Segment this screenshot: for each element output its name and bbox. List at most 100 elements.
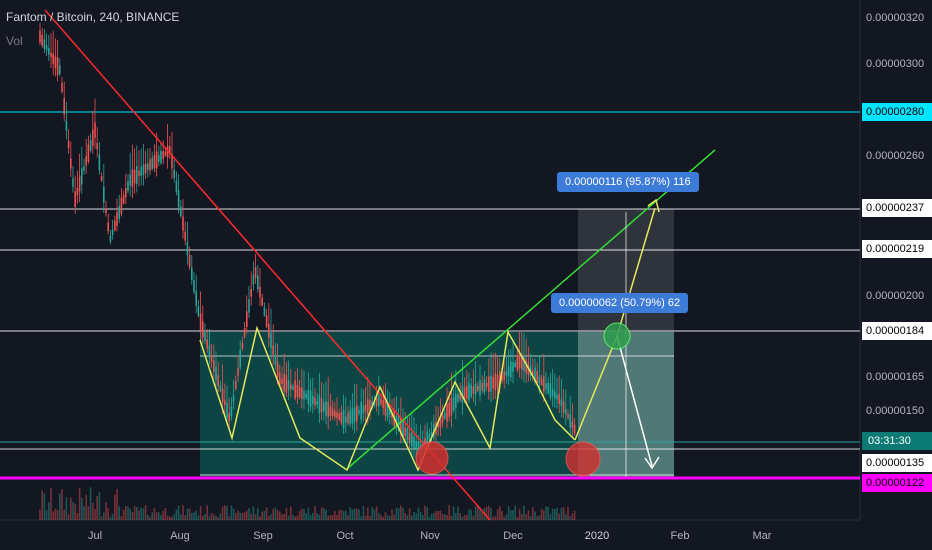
volume-bar bbox=[243, 512, 246, 520]
volume-bar bbox=[96, 496, 98, 520]
price-label-cyan-line[interactable]: 0.00000280 bbox=[862, 103, 932, 121]
candle-body bbox=[481, 383, 483, 391]
volume-bar bbox=[160, 515, 162, 520]
candle-body bbox=[125, 187, 127, 198]
candle-body bbox=[314, 397, 316, 406]
volume-bar bbox=[428, 516, 431, 520]
volume-bar bbox=[193, 512, 195, 520]
volume-bar bbox=[468, 509, 470, 520]
candle-body bbox=[254, 267, 257, 279]
candle-body bbox=[411, 432, 413, 447]
volume-bar bbox=[89, 487, 92, 520]
measure-badge-upper[interactable]: 0.00000116 (95.87%) 116 bbox=[557, 172, 699, 192]
candle-body bbox=[468, 383, 470, 401]
candle-body bbox=[109, 235, 112, 242]
price-label-magenta-line[interactable]: 0.00000122 bbox=[862, 474, 932, 492]
volume-bar bbox=[411, 515, 413, 520]
volume-bar bbox=[474, 506, 477, 520]
candle-body bbox=[294, 380, 296, 399]
volume-bar bbox=[450, 515, 453, 520]
volume-bar bbox=[252, 506, 255, 520]
volume-bar bbox=[59, 493, 61, 520]
candle-body bbox=[76, 187, 79, 196]
candle-body bbox=[87, 144, 90, 162]
volume-bar bbox=[556, 507, 558, 520]
volume-bar bbox=[534, 511, 536, 520]
volume-bar bbox=[118, 506, 120, 520]
candle-body bbox=[276, 361, 279, 378]
volume-bar bbox=[571, 513, 574, 520]
price-label-line[interactable]: 0.00000219 bbox=[862, 240, 932, 258]
candle-body bbox=[210, 355, 213, 362]
candle-body bbox=[263, 307, 266, 316]
candle-body bbox=[160, 150, 162, 163]
candle-body bbox=[158, 155, 160, 162]
candle-body bbox=[85, 156, 87, 166]
volume-bar bbox=[494, 516, 497, 520]
candle-body bbox=[83, 166, 85, 171]
volume-bar bbox=[169, 516, 171, 520]
candle-body bbox=[208, 345, 211, 358]
price-label-line[interactable]: 0.00000135 bbox=[862, 454, 932, 472]
volume-bar bbox=[287, 515, 290, 520]
volume-bar bbox=[186, 508, 189, 520]
volume-bar bbox=[131, 512, 134, 520]
candle-body bbox=[490, 375, 492, 392]
candle-body bbox=[173, 169, 175, 178]
candle-body bbox=[466, 385, 468, 400]
volume-bar bbox=[345, 510, 347, 520]
volume-bar bbox=[67, 514, 70, 520]
candle-body bbox=[463, 387, 466, 400]
volume-bar bbox=[61, 489, 63, 520]
candle-body bbox=[105, 208, 107, 214]
volume-bar bbox=[39, 509, 41, 520]
candle-body bbox=[382, 400, 384, 408]
volume-bar bbox=[521, 513, 523, 520]
volume-bar bbox=[125, 506, 127, 520]
candle-body bbox=[334, 410, 336, 417]
candle-body bbox=[565, 408, 567, 415]
candle-body bbox=[507, 366, 510, 376]
price-label-line[interactable]: 0.00000237 bbox=[862, 199, 932, 217]
price-label-line[interactable]: 0.00000184 bbox=[862, 322, 932, 340]
volume-bar bbox=[492, 516, 494, 520]
volume-bar bbox=[213, 514, 215, 520]
volume-bar bbox=[74, 503, 76, 520]
projection-arrowhead bbox=[647, 198, 660, 213]
volume-bar bbox=[472, 515, 475, 520]
price-tick: 0.00000150 bbox=[866, 405, 925, 417]
candle-body bbox=[224, 400, 226, 405]
candle-body bbox=[426, 431, 428, 449]
volume-bar bbox=[171, 516, 173, 520]
volume-bar bbox=[369, 515, 371, 520]
candle-body bbox=[155, 151, 158, 169]
volume-bar bbox=[261, 511, 263, 520]
time-label: Oct bbox=[336, 530, 354, 542]
volume-bar bbox=[567, 507, 569, 520]
candle-body bbox=[232, 395, 235, 402]
candle-body bbox=[437, 422, 439, 428]
candle-body bbox=[94, 122, 96, 138]
volume-bar bbox=[127, 506, 129, 520]
candle-body bbox=[204, 332, 206, 342]
measure-badge-lower[interactable]: 0.00000062 (50.79%) 62 bbox=[551, 293, 689, 313]
candle-body bbox=[351, 407, 354, 424]
volume-bar bbox=[301, 508, 303, 520]
candle-body bbox=[369, 399, 371, 412]
candle-body bbox=[331, 408, 334, 417]
candle-body bbox=[349, 410, 351, 424]
candle-body bbox=[320, 398, 323, 413]
candle-body bbox=[514, 362, 516, 368]
price-tick: 0.00000165 bbox=[866, 371, 925, 383]
candle-body bbox=[371, 401, 373, 408]
zigzag-pattern bbox=[199, 325, 576, 472]
volume-bar bbox=[340, 509, 343, 520]
volume-bar bbox=[237, 510, 239, 520]
volume-bar bbox=[217, 516, 219, 520]
uptrend-line bbox=[347, 149, 716, 469]
candle-body bbox=[140, 166, 142, 177]
candle-body bbox=[538, 375, 541, 384]
candle-body bbox=[373, 401, 376, 406]
